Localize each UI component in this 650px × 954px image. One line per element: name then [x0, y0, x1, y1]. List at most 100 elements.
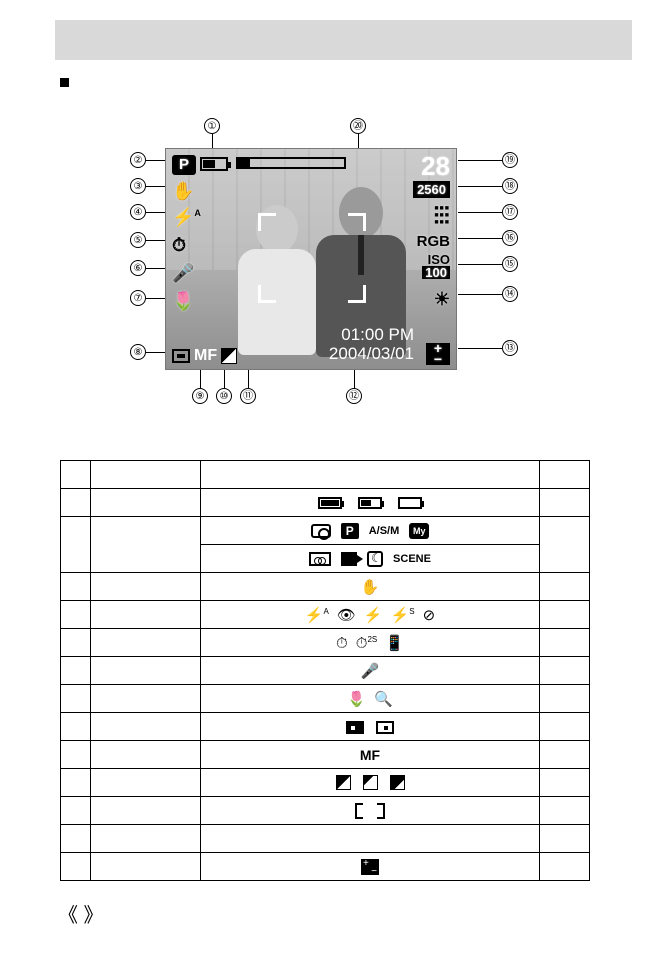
mic-icon: 🎤	[361, 663, 380, 680]
col-icons	[201, 461, 540, 489]
cell-page	[540, 657, 590, 685]
remote-icon: 📱	[385, 635, 404, 652]
cell-page	[540, 573, 590, 601]
datetime-overlay: 01:00 PM2004/03/01	[329, 325, 414, 363]
cell-num	[61, 797, 91, 825]
cell-icons	[201, 489, 540, 517]
cell-page	[540, 713, 590, 741]
p-mode-icon: P	[341, 523, 359, 539]
cell-desc	[91, 769, 201, 797]
cell-icons: MF	[201, 741, 540, 769]
sharp-soft-icon	[336, 775, 351, 790]
cell-page	[540, 797, 590, 825]
cell-desc	[91, 601, 201, 629]
cell-num	[61, 853, 91, 881]
callout-8: ⑧	[130, 344, 146, 360]
mf-label: MF	[194, 347, 217, 365]
cell-desc	[91, 489, 201, 517]
redeye-icon: 👁	[337, 607, 356, 624]
bottom-left-icons: MF	[172, 347, 237, 365]
macro-icon: 🌷	[347, 691, 366, 708]
callout-15: ⑮	[502, 256, 518, 272]
callout-16: ⑯	[502, 230, 518, 246]
cell-icons: SCENE	[201, 545, 540, 573]
cell-icons: 🌷🔍	[201, 685, 540, 713]
ev-comp-icon	[361, 859, 379, 875]
table-row: MF	[61, 741, 590, 769]
callout-3: ③	[130, 178, 146, 194]
voice-memo-icon: 🎤	[172, 263, 194, 284]
cell-desc	[91, 629, 201, 657]
cell-page	[540, 685, 590, 713]
photo-person-bride	[238, 205, 316, 355]
timer-icon: ⏱	[336, 635, 348, 652]
rgb-label: RGB	[417, 233, 450, 250]
multi-meter-icon	[346, 721, 364, 734]
callout-19: ⑲	[502, 152, 518, 168]
cell-icons: ✋	[201, 573, 540, 601]
callout-5: ⑤	[130, 232, 146, 248]
table-row	[61, 713, 590, 741]
cell-num	[61, 573, 91, 601]
cell-icons: ⏱⏱2S📱	[201, 629, 540, 657]
flash-auto-icon: ⚡A	[172, 207, 201, 228]
super-macro-icon: 🔍	[374, 691, 393, 708]
cell-icons	[201, 853, 540, 881]
cell-page	[540, 853, 590, 881]
iso-indicator: ISO100	[422, 253, 450, 279]
col-num	[61, 461, 91, 489]
battery-half-icon	[358, 497, 382, 509]
cell-num	[61, 489, 91, 517]
cell-icons	[201, 713, 540, 741]
cell-icons: PA/S/MMy	[201, 517, 540, 545]
asm-text: A/S/M	[369, 525, 400, 537]
cell-desc	[91, 741, 201, 769]
lcd-screen: P ✋ ⚡A ⏱ 🎤 🌷 MF 28 2560 ■■■■■■■■■ RGB IS…	[165, 148, 457, 370]
table-row	[61, 489, 590, 517]
callout-12: ⑫	[346, 388, 362, 404]
cell-num	[61, 629, 91, 657]
cell-icons: 🎤	[201, 657, 540, 685]
cell-desc	[91, 797, 201, 825]
cell-page	[540, 601, 590, 629]
header-band	[55, 20, 632, 60]
battery-empty-icon	[398, 497, 422, 509]
zoom-bar-icon	[236, 157, 346, 169]
cell-num	[61, 685, 91, 713]
cell-desc	[91, 573, 201, 601]
macro-icon: 🌷	[172, 291, 194, 312]
exposure-comp-icon: +−	[426, 343, 450, 365]
callout-7: ⑦	[130, 290, 146, 306]
callout-9: ⑨	[192, 388, 208, 404]
sharp-normal-icon	[363, 775, 378, 790]
shots-remaining: 28	[421, 151, 450, 182]
shake-warning-icon: ✋	[172, 181, 194, 202]
table-row	[61, 825, 590, 853]
cell-num	[61, 769, 91, 797]
callout-14: ⑭	[502, 286, 518, 302]
callout-11: ⑪	[240, 388, 256, 404]
voice-rec-icon	[309, 552, 331, 566]
table-row: ⏱⏱2S📱	[61, 629, 590, 657]
cell-desc	[91, 657, 201, 685]
indicator-table: PA/S/MMySCENE✋⚡A👁⚡⚡S⊘⏱⏱2S📱🎤🌷🔍MF	[60, 460, 590, 881]
cell-num	[61, 741, 91, 769]
table-row	[61, 853, 590, 881]
spot-meter-icon	[376, 721, 394, 734]
cell-desc	[91, 685, 201, 713]
cell-num	[61, 825, 91, 853]
metering-icon	[172, 349, 190, 363]
cell-num	[61, 657, 91, 685]
movie-icon	[341, 552, 357, 566]
cell-page	[540, 517, 590, 573]
callout-2: ②	[130, 152, 146, 168]
cell-num	[61, 713, 91, 741]
flash-slow-icon: ⚡S	[391, 607, 415, 624]
cell-page	[540, 741, 590, 769]
table-row	[61, 769, 590, 797]
cell-page	[540, 489, 590, 517]
scene-text: SCENE	[393, 553, 431, 565]
af-bracket-icon	[348, 285, 366, 303]
cell-page	[540, 769, 590, 797]
cell-desc	[91, 825, 201, 853]
